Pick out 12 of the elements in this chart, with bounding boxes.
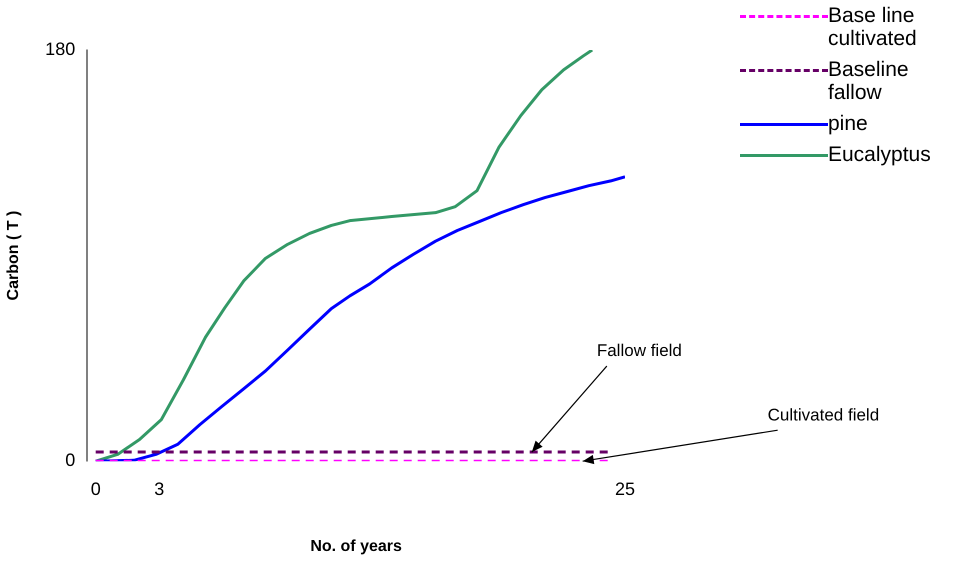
legend-label: pine [828, 112, 868, 135]
annotation: Cultivated field [768, 405, 880, 424]
y-tick-label: 180 [45, 38, 76, 59]
x-axis-title: No. of years [310, 538, 402, 555]
x-tick-label: 0 [90, 478, 101, 499]
y-axis-title: Carbon ( T ) [5, 210, 22, 300]
x-tick-label: 25 [614, 478, 636, 499]
legend-label: Eucalyptus [828, 143, 931, 166]
annotation: Fallow field [596, 341, 682, 360]
x-tick-label: 3 [154, 478, 164, 499]
legend-label: Baseline fallow [828, 58, 910, 104]
legend-label: Base line cultivated [828, 4, 918, 50]
